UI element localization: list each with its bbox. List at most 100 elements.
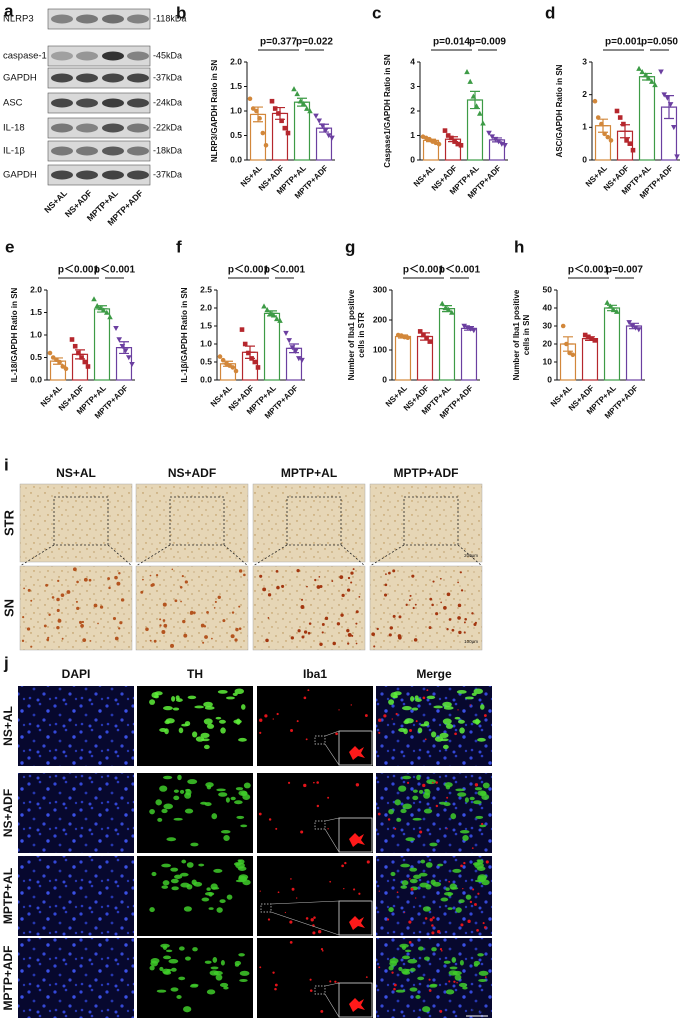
p-value: p＜0.001 bbox=[439, 264, 481, 276]
stained-cell bbox=[451, 628, 455, 632]
th-neuron bbox=[223, 986, 229, 990]
th-neuron bbox=[164, 720, 171, 725]
data-point bbox=[627, 141, 633, 146]
data-point bbox=[602, 131, 607, 137]
stained-cell bbox=[112, 616, 117, 621]
th-neuron bbox=[442, 701, 452, 708]
th-neuron bbox=[220, 960, 225, 966]
th-neuron bbox=[390, 871, 396, 877]
th-neuron bbox=[178, 727, 184, 734]
p-value: p＜0.001 bbox=[58, 264, 100, 276]
th-neuron bbox=[184, 956, 191, 961]
stained-cell bbox=[414, 603, 417, 606]
stained-cell bbox=[350, 571, 354, 575]
stained-cell bbox=[118, 572, 121, 575]
th-neuron bbox=[464, 696, 474, 700]
th-neuron bbox=[401, 968, 410, 974]
stained-cell bbox=[297, 629, 301, 633]
iba1-cell bbox=[457, 709, 459, 711]
zoom-line bbox=[19, 544, 55, 567]
th-neuron bbox=[482, 782, 490, 789]
iba1-cell bbox=[391, 718, 393, 720]
data-point bbox=[632, 325, 639, 331]
iba1-cell bbox=[446, 828, 448, 830]
blot-band bbox=[51, 73, 73, 83]
iba1-cell bbox=[435, 781, 438, 784]
stained-cell bbox=[457, 616, 461, 620]
stained-cell bbox=[458, 630, 462, 635]
iba1-cell bbox=[431, 924, 434, 927]
th-neuron bbox=[440, 738, 449, 742]
iba1-cell bbox=[393, 983, 397, 987]
iba1-cell bbox=[344, 861, 347, 865]
iba1-cell bbox=[289, 940, 293, 944]
th-neuron bbox=[459, 829, 470, 834]
th-neuron bbox=[162, 880, 170, 886]
data-point bbox=[458, 143, 464, 148]
th-neuron bbox=[416, 774, 421, 781]
th-neuron bbox=[449, 966, 458, 970]
th-neuron bbox=[243, 782, 251, 789]
th-neuron bbox=[473, 688, 484, 695]
th-neuron bbox=[413, 874, 422, 879]
data-point bbox=[72, 343, 78, 349]
data-point bbox=[47, 350, 53, 356]
inset-line bbox=[324, 828, 340, 853]
th-neuron bbox=[473, 963, 479, 967]
th-neuron bbox=[206, 887, 211, 891]
zoom-line bbox=[135, 544, 171, 567]
th-neuron bbox=[170, 987, 179, 992]
th-neuron bbox=[443, 706, 454, 710]
th-neuron bbox=[475, 718, 480, 725]
panel-label: h bbox=[514, 237, 524, 256]
th-neuron bbox=[475, 815, 484, 820]
iba1-cell bbox=[310, 918, 314, 922]
th-neuron bbox=[226, 894, 233, 900]
th-neuron bbox=[464, 797, 469, 803]
stained-cell bbox=[47, 636, 50, 639]
error-bar bbox=[252, 106, 264, 123]
iba1-cell bbox=[327, 828, 329, 830]
stained-cell bbox=[189, 611, 194, 615]
th-neuron bbox=[473, 800, 482, 805]
iba1-cell bbox=[313, 916, 316, 919]
panel-label: g bbox=[345, 237, 355, 256]
stained-cell bbox=[162, 619, 166, 622]
iba1-cell bbox=[432, 916, 435, 919]
panel-label: a bbox=[4, 1, 14, 20]
iba1-cell bbox=[378, 731, 381, 734]
iba1-cell bbox=[477, 892, 480, 895]
stained-cell bbox=[48, 613, 51, 616]
th-neuron bbox=[388, 699, 395, 705]
iba1-cell bbox=[329, 880, 332, 883]
iba1-cell bbox=[358, 892, 361, 895]
y-tick-label: 0.0 bbox=[230, 154, 242, 164]
bar bbox=[394, 335, 412, 381]
th-neuron bbox=[189, 984, 199, 988]
y-tick-label: 300 bbox=[373, 284, 387, 294]
y-axis-label: IL-18/GAPDH Ratio in SN bbox=[10, 287, 19, 382]
stained-cell bbox=[446, 628, 449, 631]
iba1-cell bbox=[377, 812, 381, 816]
data-point bbox=[107, 314, 113, 320]
data-point bbox=[674, 154, 680, 160]
data-point bbox=[239, 327, 245, 332]
y-tick-label: 3 bbox=[410, 81, 415, 91]
iba1-cell bbox=[440, 949, 443, 952]
stained-cell bbox=[140, 590, 144, 594]
th-neuron bbox=[180, 872, 189, 877]
data-point bbox=[461, 323, 467, 329]
stained-cell bbox=[460, 589, 464, 592]
th-neuron bbox=[176, 698, 183, 702]
protein-label: IL-1β bbox=[3, 146, 25, 157]
p-value: p=0.009 bbox=[469, 37, 506, 48]
data-point bbox=[614, 108, 620, 114]
th-neuron bbox=[151, 871, 157, 877]
ihc-image bbox=[19, 565, 133, 651]
stained-cell bbox=[389, 626, 394, 630]
stained-cell bbox=[376, 627, 379, 631]
fluorescence-image bbox=[137, 773, 253, 853]
error-bar bbox=[288, 343, 300, 354]
stained-cell bbox=[155, 573, 159, 577]
zoom-box bbox=[169, 496, 225, 546]
